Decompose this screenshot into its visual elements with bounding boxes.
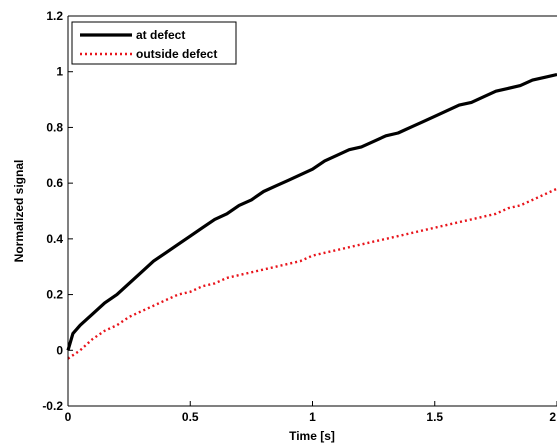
plot-area <box>68 16 557 406</box>
y-tick-label: 1.2 <box>46 9 63 23</box>
y-tick-label: 0.6 <box>46 176 63 190</box>
legend-label-outside-defect: outside defect <box>136 47 217 61</box>
legend-box <box>71 21 237 65</box>
x-axis-label: Time [s] <box>289 429 335 443</box>
series-line-outside-defect <box>67 187 557 360</box>
y-tick-label: 1 <box>56 65 63 79</box>
legend: at defect outside defect <box>71 21 237 65</box>
legend-label-at-defect: at defect <box>136 28 185 42</box>
x-tick-label: 1 <box>309 410 316 424</box>
y-tick-label: 0.8 <box>46 120 63 134</box>
x-tick-label: 0.5 <box>182 410 199 424</box>
y-tick-label: 0 <box>56 343 63 357</box>
x-tick-label: 0 <box>65 410 72 424</box>
series-layer <box>66 72 557 360</box>
x-tick-label: 1.5 <box>426 410 443 424</box>
ticks-layer: -0.200.20.40.60.811.20 0.5 1 1.5 2 <box>42 9 557 424</box>
y-tick-label: 0.2 <box>46 288 63 302</box>
y-tick-label: 0.4 <box>46 232 63 246</box>
series-line-at-defect <box>66 72 557 351</box>
x-tick-label: 2 <box>549 410 556 424</box>
y-tick-label: -0.2 <box>42 399 63 413</box>
y-axis-label: Normalized signal <box>12 160 26 263</box>
